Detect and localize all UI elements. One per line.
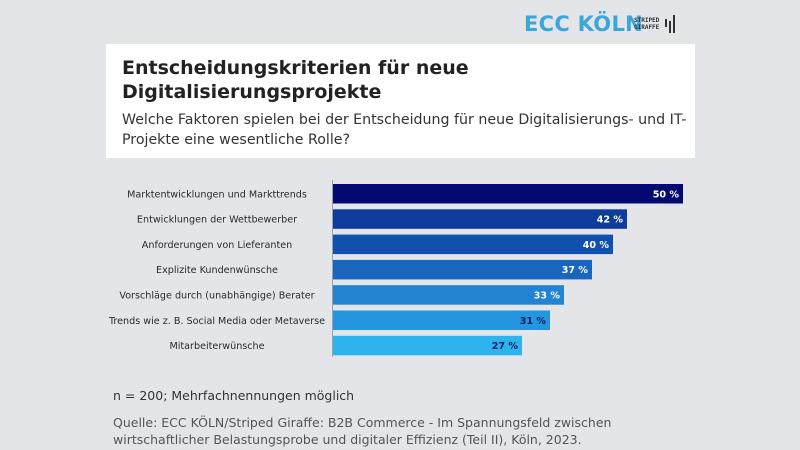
data-label: 50 % [653,189,680,200]
category-label: Marktentwicklungen und Markttrends [127,189,307,200]
category-label: Vorschläge durch (unabhängige) Berater [119,290,314,301]
source-line-2: wirtschaftlicher Belastungsprobe und dig… [113,432,582,447]
ecc-koeln-logo: ECC KÖLN [524,12,644,36]
bar [333,209,627,229]
category-label: Trends wie z. B. Social Media oder Metav… [108,316,325,327]
chart-subtitle: Welche Faktoren spielen bei der Entschei… [122,112,687,148]
logo-text-line2: GIRAFFE [634,24,660,31]
bar [333,310,550,330]
category-label: Anforderungen von Lieferanten [142,240,292,251]
bar [333,335,522,356]
title-card: Entscheidungskriterien für neue Digitali… [106,44,695,158]
giraffe-bars-icon [665,15,679,33]
category-label: Entwicklungen der Wettbewerber [137,215,297,226]
sample-note: n = 200; Mehrfachnennungen möglich [113,388,355,403]
data-label: 40 % [583,240,610,251]
category-label: Explizite Kundenwünsche [156,265,278,276]
bar [333,259,592,280]
striped-giraffe-logo: STRIPED GIRAFFE [634,17,659,31]
bar [333,234,613,255]
data-label: 42 % [597,215,624,226]
bar [333,184,683,204]
data-label: 27 % [492,341,519,352]
category-label: Mitarbeiterwünsche [169,341,264,352]
data-label: 37 % [562,265,589,276]
data-label: 33 % [534,290,561,301]
data-label: 31 % [520,316,547,327]
source-citation: Quelle: ECC KÖLN/Striped Giraffe: B2B Co… [113,414,713,448]
logo-text-line1: STRIPED [634,17,660,24]
chart-title: Entscheidungskriterien für neue Digitali… [122,57,469,103]
source-line-1: Quelle: ECC KÖLN/Striped Giraffe: B2B Co… [113,415,612,430]
bar [333,285,564,305]
